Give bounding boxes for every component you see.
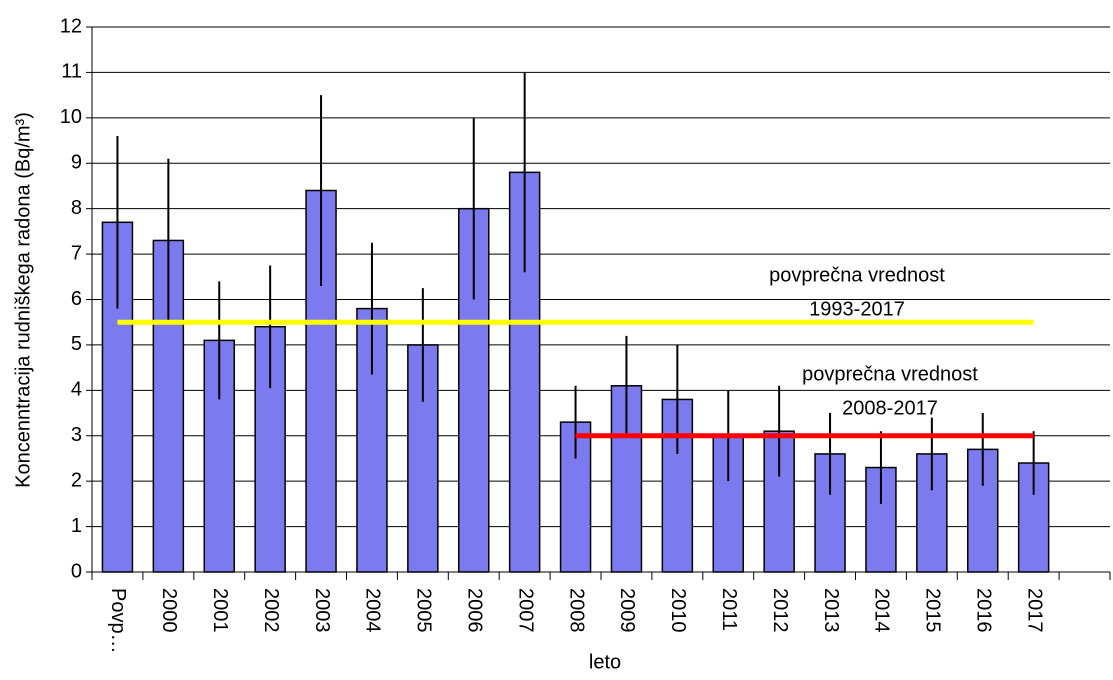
- y-tick-label: 4: [71, 379, 82, 401]
- x-tick-label: 2005: [413, 588, 435, 633]
- x-tick-label: Povp…: [107, 588, 129, 654]
- x-tick-label: 2016: [972, 588, 994, 633]
- y-tick-label: 11: [61, 61, 82, 83]
- y-tick-label: 2: [71, 469, 82, 491]
- x-tick-label: 2006: [463, 588, 485, 633]
- x-tick-label: 2015: [922, 588, 944, 633]
- x-tick-label: 2013: [820, 588, 842, 633]
- y-tick-label: 5: [71, 333, 82, 355]
- y-tick-label: 1: [71, 515, 82, 537]
- x-tick-label: 2017: [1023, 588, 1045, 633]
- x-tick-label: 2004: [362, 588, 384, 633]
- y-tick-label: 9: [71, 152, 82, 174]
- x-tick-label: 2007: [514, 588, 536, 633]
- x-tick-label: 2009: [616, 588, 638, 633]
- x-tick-label: 2011: [718, 588, 740, 631]
- reference-label: povprečna vrednost: [802, 363, 978, 385]
- x-tick-label: 2008: [565, 588, 587, 633]
- x-tick-label: 2010: [667, 588, 689, 633]
- bar: [101, 221, 134, 573]
- y-tick-label: 12: [60, 15, 82, 37]
- y-tick-label: 6: [71, 288, 82, 310]
- y-tick-label: 10: [60, 106, 82, 128]
- x-tick-label: 2001: [209, 588, 231, 633]
- x-tick-label: 2012: [769, 588, 791, 633]
- y-tick-label: 8: [71, 197, 82, 219]
- x-tick-label: 2014: [871, 588, 893, 633]
- y-tick-label: 7: [71, 242, 82, 264]
- x-tick-label: 2000: [158, 588, 180, 633]
- reference-label: 1993-2017: [809, 298, 905, 320]
- x-axis-label: leto: [589, 651, 621, 673]
- reference-label: povprečna vrednost: [769, 264, 945, 286]
- reference-label: 2008-2017: [842, 397, 938, 419]
- x-tick-label: 2002: [260, 588, 282, 633]
- y-axis-label: Koncenntracija rudniškega radona (Bq/m³): [12, 112, 34, 488]
- y-tick-label: 0: [71, 560, 82, 582]
- x-tick-label: 2003: [311, 588, 333, 633]
- y-tick-label: 3: [71, 424, 82, 446]
